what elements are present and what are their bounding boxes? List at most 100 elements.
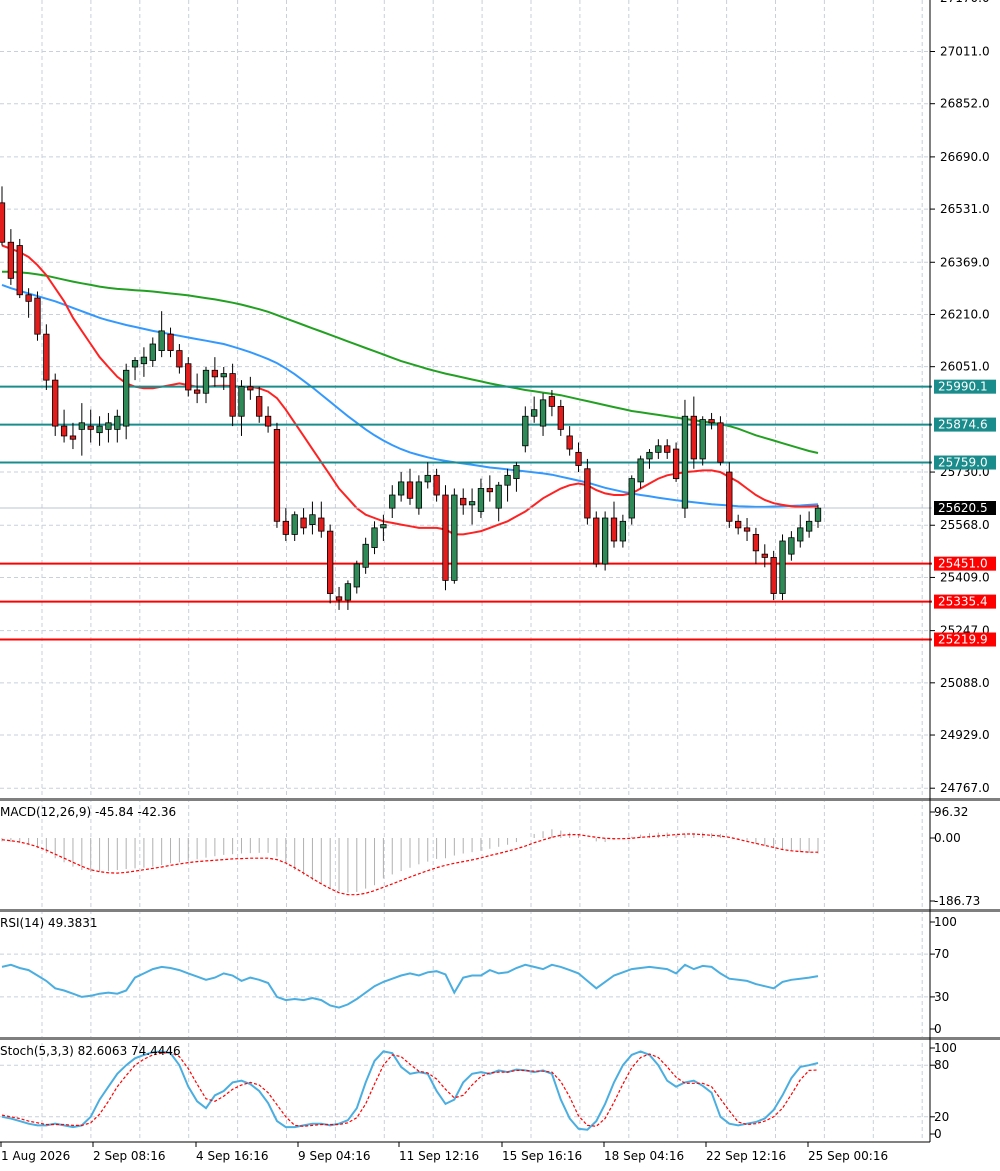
candle-bullish[interactable]	[504, 474, 511, 486]
candle-bullish[interactable]	[805, 520, 813, 532]
candle-bearish[interactable]	[193, 389, 201, 394]
candle-bearish[interactable]	[486, 488, 493, 493]
candle-bullish[interactable]	[797, 527, 804, 542]
candle-bearish[interactable]	[327, 530, 334, 594]
candle-bearish[interactable]	[0, 202, 6, 243]
y-tick-label: 100	[934, 1041, 957, 1055]
candle-bullish[interactable]	[362, 543, 369, 568]
candle-bearish[interactable]	[770, 557, 777, 594]
candle-bearish[interactable]	[273, 428, 281, 522]
candle-bearish[interactable]	[60, 425, 68, 437]
candle-bearish[interactable]	[566, 435, 573, 450]
candle-bearish[interactable]	[672, 448, 680, 480]
rsi-line	[1, 963, 819, 1009]
candle-bearish[interactable]	[433, 474, 440, 496]
support-price-box	[934, 594, 996, 609]
candle-bullish[interactable]	[699, 419, 706, 460]
candle-bullish[interactable]	[655, 445, 662, 453]
candle-bullish[interactable]	[344, 583, 352, 601]
candle-bearish[interactable]	[229, 373, 236, 417]
candle-bearish[interactable]	[167, 333, 174, 351]
candle-bullish[interactable]	[123, 369, 130, 427]
candle-bullish[interactable]	[788, 537, 795, 555]
candle-bearish[interactable]	[610, 517, 618, 542]
candle-bullish[interactable]	[619, 520, 627, 542]
candle-bullish[interactable]	[646, 451, 653, 460]
candle-bearish[interactable]	[282, 520, 289, 535]
candle-bearish[interactable]	[548, 396, 556, 407]
candle-bullish[interactable]	[637, 458, 644, 483]
candle-bullish[interactable]	[779, 540, 786, 594]
candle-bullish[interactable]	[380, 524, 387, 529]
candle-bullish[interactable]	[397, 481, 405, 496]
candle-bearish[interactable]	[335, 596, 343, 601]
candle-bullish[interactable]	[105, 422, 112, 430]
candle-bearish[interactable]	[717, 422, 724, 463]
candle-bearish[interactable]	[318, 517, 325, 532]
candle-bearish[interactable]	[575, 451, 582, 466]
candle-bearish[interactable]	[690, 415, 697, 460]
candle-bullish[interactable]	[539, 399, 547, 427]
candle-bullish[interactable]	[220, 373, 227, 378]
candle-bearish[interactable]	[69, 435, 77, 440]
candle-bearish[interactable]	[185, 363, 192, 391]
candle-bullish[interactable]	[477, 488, 485, 512]
candle-bearish[interactable]	[211, 369, 219, 378]
candle-bearish[interactable]	[735, 520, 742, 529]
candle-bearish[interactable]	[406, 481, 414, 499]
candle-bearish[interactable]	[743, 527, 751, 532]
candle-bullish[interactable]	[495, 484, 502, 509]
candle-bullish[interactable]	[353, 563, 360, 588]
candle-bullish[interactable]	[531, 409, 538, 417]
candle-bearish[interactable]	[460, 497, 467, 506]
candle-bearish[interactable]	[247, 386, 254, 391]
candle-bullish[interactable]	[114, 415, 121, 430]
candle-bullish[interactable]	[681, 415, 689, 509]
candle-bearish[interactable]	[442, 494, 449, 581]
candle-bearish[interactable]	[7, 241, 15, 279]
candle-bearish[interactable]	[87, 425, 94, 430]
candle-bearish[interactable]	[708, 419, 715, 424]
candle-bullish[interactable]	[513, 465, 520, 480]
x-tick-label: 1 Aug 2026	[1, 1149, 70, 1163]
candle-bearish[interactable]	[34, 297, 41, 335]
candle-bearish[interactable]	[256, 396, 263, 417]
candle-bullish[interactable]	[424, 474, 431, 483]
candle-bullish[interactable]	[238, 386, 245, 417]
candle-bullish[interactable]	[149, 343, 156, 361]
candle-bullish[interactable]	[78, 422, 85, 430]
candle-bullish[interactable]	[468, 501, 476, 506]
candle-bullish[interactable]	[389, 494, 396, 509]
candle-bearish[interactable]	[761, 553, 768, 558]
candle-bearish[interactable]	[176, 350, 183, 368]
candle-bullish[interactable]	[628, 478, 635, 519]
candle-bullish[interactable]	[291, 514, 298, 535]
candle-bullish[interactable]	[451, 494, 458, 581]
candle-bearish[interactable]	[593, 517, 600, 565]
candle-bearish[interactable]	[664, 445, 671, 453]
candle-bullish[interactable]	[131, 360, 139, 368]
candle-bearish[interactable]	[300, 517, 307, 529]
candle-bearish[interactable]	[25, 294, 32, 302]
candle-bullish[interactable]	[96, 425, 103, 434]
candle-bullish[interactable]	[415, 481, 423, 509]
candle-bearish[interactable]	[264, 415, 272, 427]
candle-bullish[interactable]	[371, 527, 378, 548]
candle-bullish[interactable]	[309, 514, 316, 525]
candle-bullish[interactable]	[140, 356, 148, 365]
candle-bullish[interactable]	[601, 517, 609, 565]
candle-bearish[interactable]	[16, 245, 23, 296]
candle-bearish[interactable]	[752, 534, 760, 552]
candle-bullish[interactable]	[158, 330, 165, 351]
candle-bearish[interactable]	[43, 333, 50, 381]
candle-bullish[interactable]	[814, 507, 822, 522]
candle-bearish[interactable]	[557, 405, 564, 430]
x-tick-label: 18 Sep 04:16	[604, 1149, 684, 1163]
candle-bearish[interactable]	[726, 471, 733, 522]
candle-bearish[interactable]	[584, 468, 591, 519]
candle-bullish[interactable]	[522, 415, 529, 447]
candle-bullish[interactable]	[202, 369, 210, 394]
candle-bearish[interactable]	[52, 379, 59, 427]
